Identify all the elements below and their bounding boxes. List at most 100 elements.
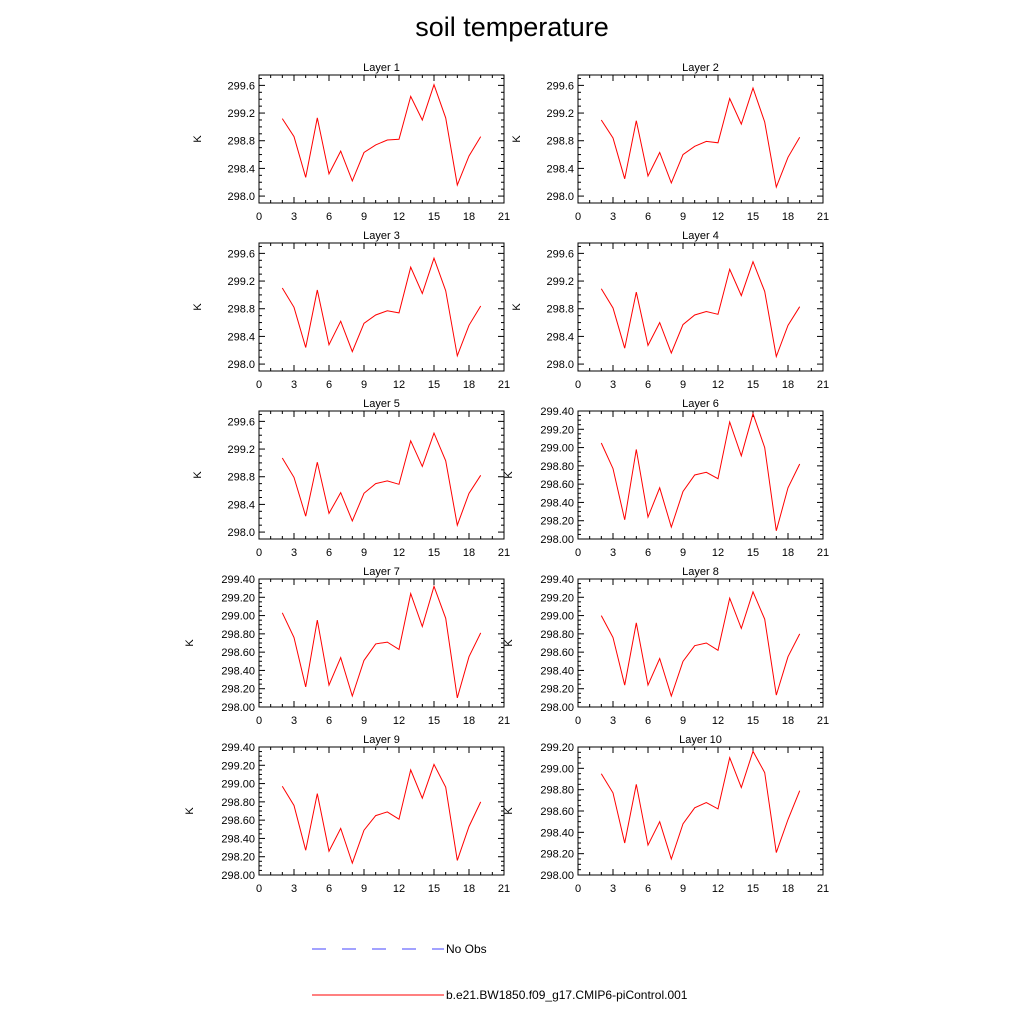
x-tick-label: 3: [610, 547, 616, 559]
y-tick-label: 298.20: [540, 849, 574, 861]
y-tick-label: 298.00: [221, 702, 255, 714]
series-line: [281, 584, 482, 699]
legend-obs-line: [312, 948, 444, 950]
chart-panel-layer-7: Layer 7 0 3 6 9 12 15 18 21 298.00 298.20 298.40 298…: [184, 566, 510, 727]
chart-panel-layer-4: Layer 4 0 3 6 9 12 15 18 21 298.0 298.4 298.8 299.2 2…: [511, 230, 829, 391]
y-axis-label: K: [503, 471, 515, 479]
x-tick-label: 21: [498, 547, 510, 559]
x-tick-label: 18: [782, 883, 794, 895]
y-axis-label: K: [511, 303, 523, 311]
x-tick-label: 12: [712, 547, 724, 559]
panel-title: Layer 5: [363, 398, 400, 410]
panel-title: Layer 2: [682, 62, 719, 74]
y-tick-label: 298.0: [227, 527, 255, 539]
x-tick-label: 18: [463, 211, 475, 223]
y-tick-label: 299.20: [221, 760, 255, 772]
x-tick-label: 18: [782, 547, 794, 559]
x-tick-label: 0: [256, 547, 262, 559]
series-line: [600, 750, 801, 861]
figure-title: soil temperature: [415, 12, 609, 42]
x-tick-label: 18: [463, 883, 475, 895]
y-tick-label: 299.2: [546, 108, 574, 120]
x-tick-label: 9: [361, 547, 367, 559]
y-tick-label: 299.20: [221, 592, 255, 604]
x-tick-label: 3: [610, 379, 616, 391]
x-tick-label: 6: [326, 715, 332, 727]
chart-panel-layer-8: Layer 8 0 3 6 9 12 15 18 21 298.00 298.20 298.40 298…: [503, 566, 829, 727]
y-tick-label: 298.40: [221, 833, 255, 845]
y-axis-label: K: [511, 135, 523, 143]
x-tick-label: 6: [645, 715, 651, 727]
y-tick-label: 298.8: [546, 304, 574, 316]
panel-title: Layer 7: [363, 566, 400, 578]
panel-title: Layer 8: [682, 566, 719, 578]
legend-model-line: [312, 994, 444, 996]
x-tick-label: 18: [782, 715, 794, 727]
x-tick-label: 18: [782, 211, 794, 223]
x-tick-label: 18: [782, 379, 794, 391]
y-tick-label: 299.40: [221, 742, 255, 754]
x-tick-label: 15: [428, 211, 440, 223]
chart-panel-layer-10: Layer 10 0 3 6 9 12 15 18 21 298.00 298.20 298.40 29…: [503, 734, 829, 895]
x-tick-label: 6: [326, 379, 332, 391]
x-tick-label: 0: [575, 547, 581, 559]
y-tick-label: 298.4: [227, 163, 255, 175]
x-tick-label: 3: [610, 883, 616, 895]
y-tick-label: 298.20: [540, 516, 574, 528]
y-tick-label: 298.4: [546, 331, 574, 343]
x-tick-label: 12: [393, 379, 405, 391]
x-tick-label: 15: [747, 379, 759, 391]
plot-frame: [258, 410, 505, 540]
x-tick-label: 3: [291, 379, 297, 391]
y-tick-label: 299.6: [546, 248, 574, 260]
y-tick-label: 299.00: [540, 611, 574, 623]
y-tick-label: 299.2: [227, 108, 255, 120]
y-axis-label: K: [192, 303, 204, 311]
chart-panel-layer-6: Layer 6 0 3 6 9 12 15 18 21 298.00 298.20 298.40 298…: [503, 398, 829, 559]
y-tick-label: 298.60: [540, 647, 574, 659]
series-line: [600, 412, 801, 531]
y-tick-label: 299.00: [540, 763, 574, 775]
y-tick-label: 298.60: [540, 479, 574, 491]
x-tick-label: 12: [393, 715, 405, 727]
y-tick-label: 298.80: [540, 629, 574, 641]
plot-frame: [258, 74, 505, 204]
y-tick-label: 298.40: [540, 665, 574, 677]
x-tick-label: 21: [817, 379, 829, 391]
plot-frame: [258, 242, 505, 372]
x-tick-label: 6: [645, 379, 651, 391]
x-tick-label: 18: [463, 379, 475, 391]
y-tick-label: 298.80: [540, 461, 574, 473]
y-tick-label: 298.80: [221, 797, 255, 809]
x-tick-label: 15: [428, 547, 440, 559]
x-tick-label: 0: [256, 379, 262, 391]
chart-panel-layer-5: Layer 5 0 3 6 9 12 15 18 21 298.0 298.4 298.8 299.2 2…: [192, 398, 510, 559]
y-tick-label: 299.20: [540, 742, 574, 754]
series-line: [281, 256, 482, 358]
x-tick-label: 15: [747, 211, 759, 223]
series-line: [600, 590, 801, 698]
y-tick-label: 298.0: [227, 359, 255, 371]
y-axis-label: K: [503, 639, 515, 647]
y-tick-label: 298.4: [227, 331, 255, 343]
y-tick-label: 298.20: [221, 684, 255, 696]
y-tick-label: 298.60: [540, 806, 574, 818]
chart-panel-layer-9: Layer 9 0 3 6 9 12 15 18 21 298.00 298.20 298.40 298…: [184, 734, 510, 895]
x-tick-label: 12: [712, 883, 724, 895]
y-axis-label: K: [184, 807, 196, 815]
x-tick-label: 9: [361, 211, 367, 223]
y-tick-label: 298.00: [540, 534, 574, 546]
x-tick-label: 12: [712, 211, 724, 223]
y-tick-label: 298.4: [546, 163, 574, 175]
x-tick-label: 18: [463, 547, 475, 559]
y-tick-label: 299.40: [540, 574, 574, 586]
x-tick-label: 9: [361, 715, 367, 727]
panel-title: Layer 3: [363, 230, 400, 242]
chart-panel-layer-3: Layer 3 0 3 6 9 12 15 18 21 298.0 298.4 298.8 299.2 2…: [192, 230, 510, 391]
x-tick-label: 12: [393, 547, 405, 559]
series-line: [281, 431, 482, 528]
x-tick-label: 9: [680, 883, 686, 895]
x-tick-label: 15: [428, 379, 440, 391]
series-line: [281, 83, 482, 187]
y-tick-label: 299.20: [540, 592, 574, 604]
